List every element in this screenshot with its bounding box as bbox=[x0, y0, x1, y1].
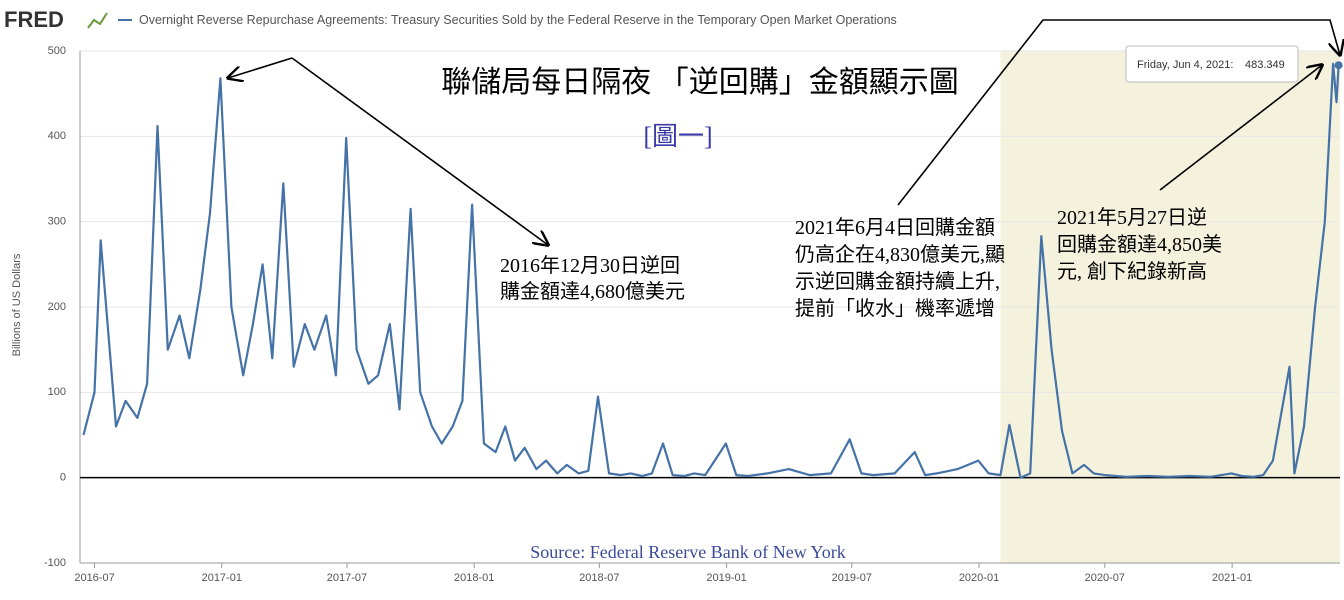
x-tick-label: 2020-01 bbox=[959, 572, 999, 584]
y-tick-label: 200 bbox=[48, 301, 66, 313]
annotation: 2021年5月27日逆 bbox=[1057, 206, 1207, 229]
annotation: 回購金額達4,850美 bbox=[1057, 233, 1222, 256]
tooltip-value: 483.349 bbox=[1245, 59, 1285, 71]
annotation: 2016年12月30日逆回 bbox=[500, 254, 680, 277]
x-tick-label: 2019-01 bbox=[706, 572, 746, 584]
tooltip-box bbox=[1125, 45, 1299, 83]
plot: -100 0 100 200 300 400 500 2016-07 2017-01 2017-0… bbox=[44, 45, 1343, 584]
annotation: 元, 創下紀錄新高 bbox=[1057, 260, 1207, 283]
x-tick-label: 2017-01 bbox=[202, 572, 242, 584]
x-tick-label: 2021-01 bbox=[1212, 572, 1252, 584]
annotation: 示逆回購金額持續上升, bbox=[795, 270, 1000, 293]
annotation: 購金額達4,680億美元 bbox=[500, 280, 685, 303]
logo-icon bbox=[87, 12, 108, 29]
annotation: 提前「收水」機率遞增 bbox=[795, 297, 995, 320]
series-line bbox=[82, 62, 1340, 479]
source: Source: Federal Reserve Bank of New York bbox=[530, 542, 845, 562]
y-tick-label: 300 bbox=[48, 216, 66, 228]
x-tick-label: 2018-07 bbox=[579, 572, 619, 584]
tooltip: Friday, Jun 4, 2021: 483.349 bbox=[1125, 45, 1299, 83]
annotation: 2021年6月4日回購金額 bbox=[795, 216, 995, 239]
tooltip-label: Friday, Jun 4, 2021: bbox=[1137, 59, 1233, 71]
series-title: Overnight Reverse Repurchase Agreements:… bbox=[139, 13, 897, 27]
x-tick-label: 2018-01 bbox=[454, 572, 494, 584]
y-tick-label: 500 bbox=[48, 45, 66, 57]
hover-point bbox=[1334, 61, 1343, 70]
y-tick-label: 400 bbox=[48, 130, 66, 142]
y-tick-label: 0 bbox=[60, 472, 66, 484]
chart-subtitle: [圖一] bbox=[643, 122, 712, 151]
x-tick-label: 2019-07 bbox=[832, 572, 872, 584]
x-tick-label: 2017-07 bbox=[327, 572, 367, 584]
logo: FRED bbox=[4, 7, 64, 32]
x-tick-label: 2016-07 bbox=[74, 572, 114, 584]
annotation: 仍高企在4,830億美元,顯 bbox=[795, 243, 1005, 266]
y-tick-label: 100 bbox=[48, 386, 66, 398]
chart-title: 聯儲局每日隔夜 「逆回購」金額顯示圖 bbox=[441, 66, 959, 99]
x-tick-label: 2020-07 bbox=[1085, 572, 1125, 584]
y-axis-label: Billions of US Dollars bbox=[11, 253, 23, 356]
y-tick-label: -100 bbox=[44, 557, 66, 569]
arrows bbox=[228, 19, 1340, 245]
